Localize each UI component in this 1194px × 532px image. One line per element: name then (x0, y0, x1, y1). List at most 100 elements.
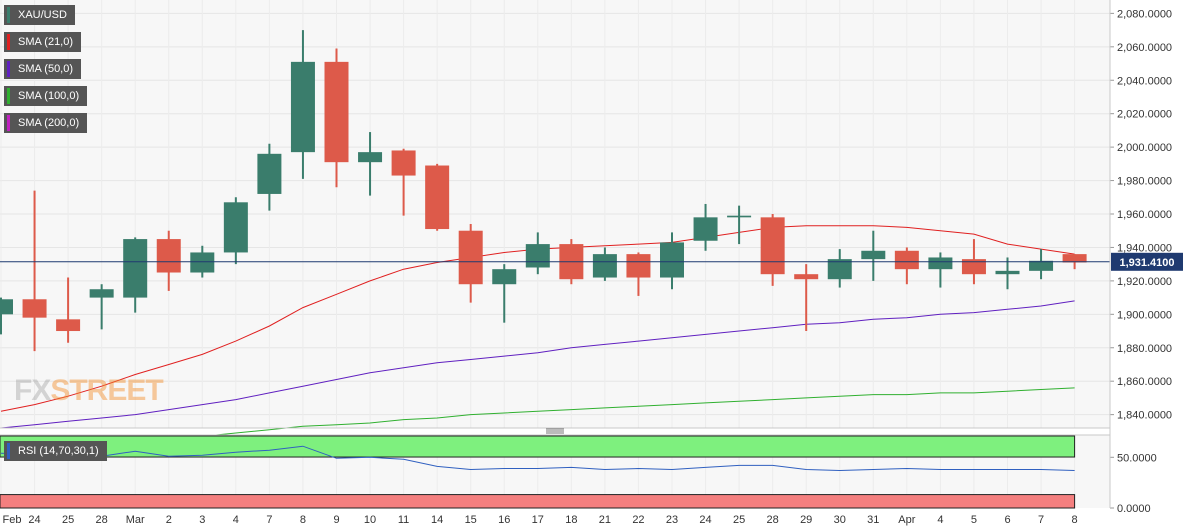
candle-body[interactable] (324, 61, 349, 163)
price-tick-label: 1,980.0000 (1117, 176, 1172, 188)
candle-body[interactable] (89, 289, 114, 298)
candle-body[interactable] (794, 274, 819, 280)
pane-resize-handle[interactable] (546, 428, 564, 434)
candle-body[interactable] (358, 152, 383, 163)
rsi-line (0, 445, 1075, 472)
date-tick-label: 28 (767, 514, 779, 526)
candle-body[interactable] (22, 299, 47, 318)
date-tick-label: 7 (266, 514, 272, 526)
date-tick-label: Mar (126, 514, 145, 526)
legend-sma21[interactable]: SMA (21,0) (4, 32, 82, 52)
candle-body[interactable] (290, 61, 315, 153)
candle-body[interactable] (693, 217, 718, 241)
legend-swatch (7, 88, 10, 104)
candle-body[interactable] (525, 244, 550, 268)
date-tick-label: 7 (1038, 514, 1044, 526)
date-tick-label: 17 (532, 514, 544, 526)
date-tick-label: 22 (632, 514, 644, 526)
price-tick-label: 1,940.0000 (1117, 242, 1172, 254)
price-tick-label: 2,060.0000 (1117, 42, 1172, 54)
legend-label: XAU/USD (18, 9, 67, 21)
fxstreet-watermark: FXSTREET (14, 374, 164, 408)
price-tick-label: 1,960.0000 (1117, 209, 1172, 221)
date-tick-label: 15 (465, 514, 477, 526)
legend-sma100[interactable]: SMA (100,0) (4, 86, 88, 106)
legend-rsi[interactable]: RSI (14,70,30,1) (4, 441, 107, 461)
candle-body[interactable] (391, 150, 416, 176)
date-tick-label: 30 (834, 514, 846, 526)
sma50-line (0, 300, 1075, 429)
legend-swatch (7, 443, 10, 459)
legend-swatch (7, 7, 10, 23)
candle-body[interactable] (56, 319, 81, 332)
date-tick-label: 9 (333, 514, 339, 526)
candle-body[interactable] (257, 153, 282, 194)
candle-body[interactable] (190, 252, 215, 273)
date-tick-label: 31 (867, 514, 879, 526)
legend-sma50[interactable]: SMA (50,0) (4, 59, 82, 79)
date-tick-label: 2 (166, 514, 172, 526)
candle-body[interactable] (928, 257, 953, 270)
candle-body[interactable] (760, 217, 785, 275)
candle-body[interactable] (492, 269, 517, 285)
candle-body[interactable] (425, 165, 450, 230)
date-tick-label: 14 (431, 514, 443, 526)
rsi-tick-label: 50.0000 (1117, 452, 1157, 464)
date-tick-label: 21 (599, 514, 611, 526)
date-tick-label: 25 (62, 514, 74, 526)
price-tick-label: 2,080.0000 (1117, 8, 1172, 20)
legend-xauusd[interactable]: XAU/USD (4, 5, 75, 25)
legend-swatch (7, 34, 10, 50)
date-tick-label: 28 (96, 514, 108, 526)
legend-label: SMA (21,0) (18, 36, 74, 48)
legend-label: RSI (14,70,30,1) (18, 445, 99, 457)
date-tick-label: 25 (733, 514, 745, 526)
date-tick-label: 3 (199, 514, 205, 526)
legend-sma200[interactable]: SMA (200,0) (4, 113, 88, 133)
candle-body[interactable] (1062, 254, 1087, 263)
rsi-tick-label: 0.0000 (1117, 503, 1151, 515)
date-tick-label: 8 (300, 514, 306, 526)
candle-body[interactable] (727, 215, 752, 218)
rsi-oversold-zone (0, 494, 1076, 509)
date-tick-label: 18 (565, 514, 577, 526)
candle-body[interactable] (123, 239, 148, 298)
legend-label: SMA (50,0) (18, 63, 74, 75)
date-tick-label: 16 (498, 514, 510, 526)
candle-body[interactable] (995, 270, 1020, 275)
legend-label: SMA (200,0) (18, 117, 80, 129)
candle-body[interactable] (458, 230, 483, 285)
candle-body[interactable] (1029, 260, 1054, 271)
candle-body[interactable] (156, 239, 181, 273)
candle-body[interactable] (961, 259, 986, 275)
candle-body[interactable] (592, 254, 617, 278)
price-tick-label: 2,020.0000 (1117, 109, 1172, 121)
legend-swatch (7, 115, 10, 131)
rsi-overbought-zone (0, 435, 1076, 458)
date-tick-label: 11 (398, 514, 409, 526)
date-tick-label: 4 (233, 514, 239, 526)
date-tick-label: 24 (28, 514, 40, 526)
price-tick-label: 1,920.0000 (1117, 276, 1172, 288)
candle-body[interactable] (827, 259, 852, 280)
date-tick-label: 29 (800, 514, 812, 526)
candle-body[interactable] (626, 254, 651, 278)
candle-body[interactable] (660, 242, 684, 278)
price-tick-label: 1,880.0000 (1117, 343, 1172, 355)
watermark-street: STREET (50, 374, 163, 407)
date-tick-label: 5 (971, 514, 977, 526)
legend-swatch (7, 61, 10, 77)
candle-body[interactable] (894, 250, 919, 270)
watermark-fx: FX (14, 374, 51, 407)
date-tick-label: 8 (1072, 514, 1078, 526)
candle-body[interactable] (861, 250, 886, 260)
date-tick-label: Feb (3, 514, 22, 526)
candle-body[interactable] (0, 299, 13, 315)
date-tick-label: 4 (937, 514, 943, 526)
candle-body[interactable] (223, 202, 248, 253)
last-price-label: 1,931.4100 (1119, 257, 1174, 269)
last-price-badge (1111, 252, 1183, 271)
date-tick-label: 10 (364, 514, 376, 526)
date-tick-label: 24 (699, 514, 711, 526)
